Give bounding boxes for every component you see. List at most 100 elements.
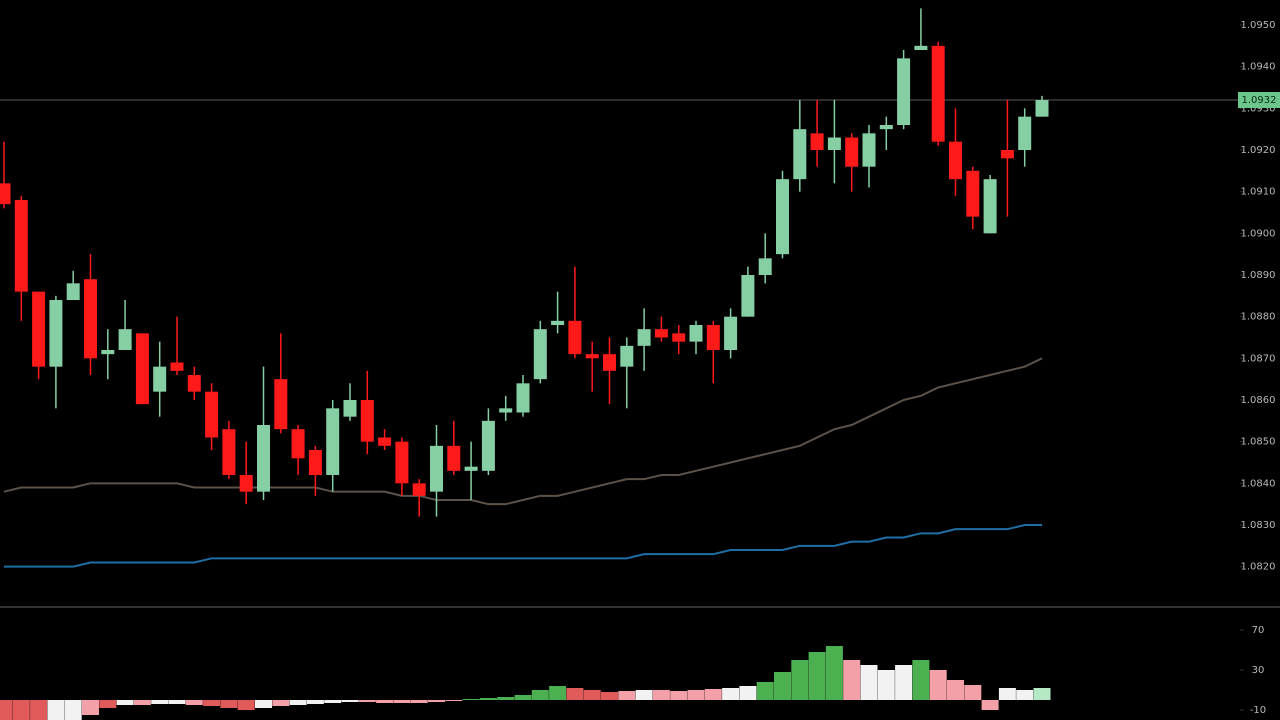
candle-body [741, 275, 755, 317]
candle-body [568, 320, 582, 355]
histogram-bar [964, 685, 982, 700]
candle-body [291, 429, 305, 459]
candle-body [810, 133, 824, 150]
y-tick-label: 1.0840 [1241, 478, 1276, 489]
histogram-bar [289, 700, 307, 705]
y-tick-label: 1.0930 [1241, 103, 1276, 114]
histogram-bar [1033, 688, 1051, 700]
histogram-bar [583, 690, 601, 700]
candle-body [14, 200, 28, 292]
histogram-bar [670, 691, 688, 700]
candle-body [1000, 150, 1014, 159]
candle-body [447, 445, 461, 471]
histogram-bar [687, 690, 705, 700]
y-tick-label: 1.0880 [1241, 312, 1276, 323]
y-tick-label: 1.0900 [1241, 228, 1276, 239]
histogram-bar [30, 700, 48, 720]
y-tick-label: 1.0910 [1241, 187, 1276, 198]
candle-body [827, 137, 841, 150]
histogram-bar [116, 700, 134, 705]
candle-body [239, 475, 253, 492]
histogram-bar [393, 700, 411, 703]
histogram-bar [549, 686, 567, 700]
candle-body [257, 425, 270, 492]
candle-body [378, 437, 392, 446]
histogram-bar [462, 699, 480, 700]
histogram-bar [445, 700, 463, 701]
histogram-bar [981, 700, 999, 710]
candle-body [585, 354, 599, 359]
histogram-bar [739, 686, 757, 700]
candle-body [654, 329, 668, 338]
y-tick-label: 1.0890 [1241, 270, 1276, 281]
histogram-bar [791, 660, 809, 700]
y-tick-label: 1.0920 [1241, 145, 1276, 156]
histogram-bar [255, 700, 272, 708]
candle-body [430, 445, 443, 492]
histogram-bar [341, 700, 359, 702]
candle-body [153, 366, 167, 392]
histogram-bar [618, 691, 636, 700]
candle-body [672, 333, 686, 342]
histogram-bar [912, 660, 930, 700]
histogram-bar [12, 700, 30, 720]
candle-body [689, 325, 703, 342]
histogram-bar [514, 695, 532, 700]
candle-body [862, 133, 876, 167]
candle-body [516, 383, 530, 413]
histogram-bar [825, 646, 843, 700]
histogram-bar [47, 700, 65, 720]
histogram-bar [272, 700, 290, 706]
histogram-bar [479, 698, 497, 700]
y-tick-label: 1.0830 [1241, 520, 1276, 531]
candle-body [360, 400, 374, 442]
histogram-bar [428, 700, 445, 702]
candle-body [222, 429, 236, 475]
candle-body [949, 141, 962, 180]
histogram-bar [652, 690, 670, 700]
candle-body [499, 408, 513, 413]
histogram-bar [774, 672, 791, 700]
last-price-label: 1.0932 [1242, 95, 1277, 106]
histogram-bar [220, 700, 238, 708]
moving-average-line [4, 524, 1042, 568]
y-tick-label: 1.0940 [1241, 62, 1276, 73]
candle-body [637, 329, 651, 346]
candle-body [758, 258, 772, 275]
candle-body [32, 291, 46, 367]
histogram-bar [237, 700, 255, 710]
candle-body [879, 125, 893, 130]
histogram-bar [877, 670, 895, 700]
candle-body [533, 329, 547, 380]
histogram-bar [895, 665, 913, 700]
histogram-bar [410, 700, 428, 703]
candle-body [187, 375, 201, 392]
y-tick-label: 1.0820 [1241, 562, 1276, 573]
candle-body [170, 362, 184, 371]
candle-body [793, 129, 807, 180]
histogram-bar [704, 689, 722, 700]
candle-body [308, 450, 322, 475]
candle-body [135, 333, 149, 405]
candle-body [395, 441, 409, 484]
candle-body [464, 466, 478, 471]
candle-body [551, 320, 565, 325]
histogram-bar [1016, 690, 1034, 700]
candle-body [118, 329, 132, 350]
histogram-bar [99, 700, 117, 708]
histogram-bar [601, 692, 618, 700]
candle-body [966, 170, 980, 217]
histogram-bar [64, 700, 82, 720]
y-tick-label: 70 [1252, 625, 1265, 636]
y-tick-label: 1.0870 [1241, 353, 1276, 364]
histogram-bar [133, 700, 151, 705]
histogram-bar [82, 700, 99, 715]
candle-body [66, 283, 80, 300]
candle-body [603, 354, 616, 371]
moving-average-line [3, 357, 1043, 506]
candle-body [776, 179, 789, 255]
histogram-bar [531, 690, 549, 700]
candle-body [620, 345, 634, 367]
